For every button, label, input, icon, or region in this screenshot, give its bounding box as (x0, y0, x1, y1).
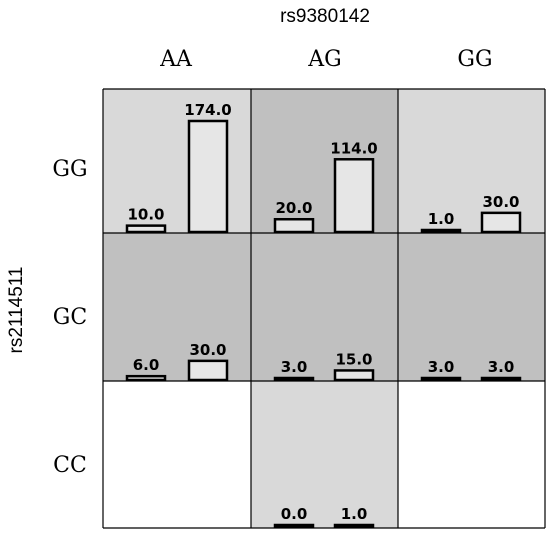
cell-gc-ag (251, 233, 398, 381)
bar-gg-gg-1 (420, 228, 462, 234)
bar-gc-ag-2 (333, 369, 375, 382)
bar-gc-aa-1 (125, 374, 167, 382)
cell-gg-gg (398, 89, 545, 233)
cell-cc-ag (251, 381, 398, 528)
row-label-gg: GG (52, 157, 87, 182)
cell-gc-gg (398, 233, 545, 381)
bars (125, 119, 522, 529)
grid-cells (103, 89, 545, 528)
bar-gg-aa-1 (125, 224, 167, 234)
cell-gg-ag (251, 89, 398, 233)
bar-gg-aa-2 (187, 119, 229, 234)
bar-gg-ag-1 (273, 217, 315, 234)
value-label-gg-ag-1: 20.0 (275, 199, 312, 217)
cell-cc-aa (103, 381, 251, 528)
value-label-cc-ag-2: 1.0 (341, 505, 368, 523)
value-labels: 10.0 174.0 20.0 114.0 1.0 30.0 6.0 30.0 3.0 15.0 3… (127, 101, 519, 523)
column-label-gg: GG (457, 47, 492, 72)
cell-gc-aa (103, 233, 251, 381)
value-label-gc-ag-2: 15.0 (335, 350, 372, 368)
bar-gc-ag-1 (273, 376, 315, 382)
bar-cc-ag-1 (273, 523, 315, 529)
value-label-gc-aa-2: 30.0 (189, 341, 226, 359)
bar-cc-ag-2 (333, 523, 375, 529)
column-labels: AA AG GG (159, 47, 492, 72)
value-label-gg-ag-2: 114.0 (330, 139, 377, 157)
value-label-gg-aa-1: 10.0 (127, 206, 164, 224)
column-label-ag: AG (307, 47, 341, 72)
value-label-gg-gg-2: 30.0 (482, 193, 519, 211)
value-label-gc-aa-1: 6.0 (133, 356, 160, 374)
bar-gc-gg-2 (480, 376, 522, 382)
value-label-cc-ag-1: 0.0 (281, 505, 308, 523)
row-labels: GG GC CC (52, 157, 87, 478)
cell-cc-gg (398, 381, 545, 528)
bar-gc-gg-1 (420, 376, 462, 382)
value-label-gg-aa-2: 174.0 (184, 101, 231, 119)
bar-gg-gg-2 (480, 211, 522, 234)
row-label-gc: GC (53, 305, 87, 330)
column-variable-title: rs9380142 (280, 6, 370, 27)
grid-lines (102, 88, 546, 529)
value-label-gg-gg-1: 1.0 (428, 210, 455, 228)
bar-gc-aa-2 (187, 359, 229, 382)
row-variable-title: rs2114511 (6, 267, 27, 354)
column-label-aa: AA (159, 47, 193, 72)
value-label-gc-gg-2: 3.0 (488, 358, 515, 376)
row-label-cc: CC (53, 453, 87, 478)
bar-gg-ag-2 (333, 158, 375, 234)
value-label-gc-gg-1: 3.0 (428, 358, 455, 376)
value-label-gc-ag-1: 3.0 (281, 358, 308, 376)
